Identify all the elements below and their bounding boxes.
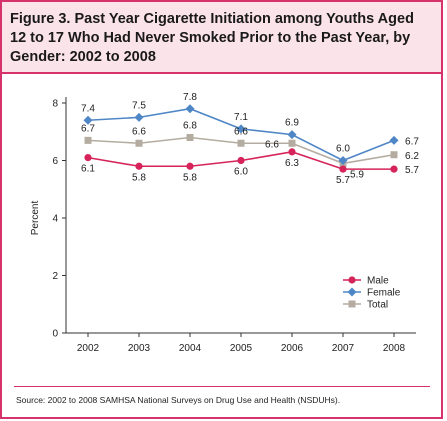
marker-point — [347, 287, 357, 297]
data-label: 5.7 — [405, 165, 419, 176]
chart-lines — [83, 104, 399, 173]
data-label: 6.6 — [265, 139, 279, 150]
data-label: 7.4 — [81, 103, 95, 114]
y-tick-label: 6 — [52, 156, 58, 167]
data-label: 6.2 — [405, 151, 419, 162]
marker-point — [186, 162, 194, 170]
x-tick-label: 2004 — [179, 343, 202, 354]
marker-point — [288, 148, 296, 156]
marker-point — [84, 154, 92, 162]
figure-title: Figure 3. Past Year Cigarette Initiation… — [10, 11, 414, 65]
chart-axes: 0 2 4 6 8 2002 2003 2004 2005 2006 2007 2008 Percent — [30, 97, 416, 354]
x-tick-label: 2007 — [332, 343, 355, 354]
data-label: 6.6 — [132, 126, 146, 137]
marker-point — [84, 136, 92, 144]
marker-point — [390, 151, 398, 159]
title-box: Figure 3. Past Year Cigarette Initiation… — [2, 2, 441, 74]
data-label: 7.5 — [132, 100, 146, 111]
y-tick-label: 4 — [52, 214, 58, 225]
y-tick-label: 0 — [52, 329, 58, 340]
source-divider — [14, 386, 430, 387]
x-tick-label: 2002 — [77, 343, 100, 354]
data-label: 5.8 — [183, 172, 197, 183]
marker-point — [135, 139, 143, 147]
legend-label: Male — [367, 276, 389, 287]
data-label: 6.3 — [285, 158, 299, 169]
data-label: 6.0 — [234, 167, 248, 178]
marker-point — [339, 165, 347, 173]
x-tick-label: 2005 — [230, 343, 253, 354]
marker-point — [389, 135, 399, 145]
marker-point — [348, 300, 356, 308]
data-label: 5.9 — [350, 169, 364, 180]
data-label: 6.8 — [183, 121, 197, 132]
marker-point — [288, 139, 296, 147]
data-label: 5.7 — [336, 175, 350, 186]
marker-point — [237, 139, 245, 147]
x-tick-label: 2006 — [281, 343, 304, 354]
marker-point — [135, 162, 143, 170]
data-label: 6.7 — [81, 123, 95, 134]
marker-point — [134, 112, 144, 122]
chart-data-labels: 6.7 6.6 6.8 6.6 6.6 5.9 6.2 6.1 5.8 5.8 6.0 6.3 5.7 5… — [81, 92, 419, 186]
source-note: Source: 2002 to 2008 SAMHSA National Sur… — [16, 395, 341, 405]
marker-point — [348, 276, 356, 284]
y-tick-label: 2 — [52, 271, 58, 282]
y-tick-label: 8 — [52, 99, 58, 110]
marker-point — [287, 130, 297, 140]
marker-point — [185, 104, 195, 114]
data-label: 6.0 — [336, 144, 350, 155]
data-label: 6.6 — [234, 126, 248, 137]
marker-point — [186, 134, 194, 141]
legend-label: Total — [367, 300, 388, 311]
data-label: 5.8 — [132, 172, 146, 183]
data-label: 6.9 — [285, 118, 299, 129]
legend-label: Female — [367, 288, 401, 299]
marker-point — [390, 165, 398, 173]
marker-point — [236, 124, 246, 134]
marker-point — [83, 115, 93, 125]
marker-point — [237, 156, 245, 165]
y-axis-title: Percent — [30, 201, 41, 236]
data-label: 7.1 — [234, 112, 248, 123]
data-label: 6.1 — [81, 164, 95, 175]
data-label: 7.8 — [183, 92, 197, 103]
marker-point — [338, 156, 348, 165]
x-tick-label: 2003 — [128, 343, 151, 354]
x-tick-label: 2008 — [383, 343, 406, 354]
data-label: 6.7 — [405, 136, 419, 147]
